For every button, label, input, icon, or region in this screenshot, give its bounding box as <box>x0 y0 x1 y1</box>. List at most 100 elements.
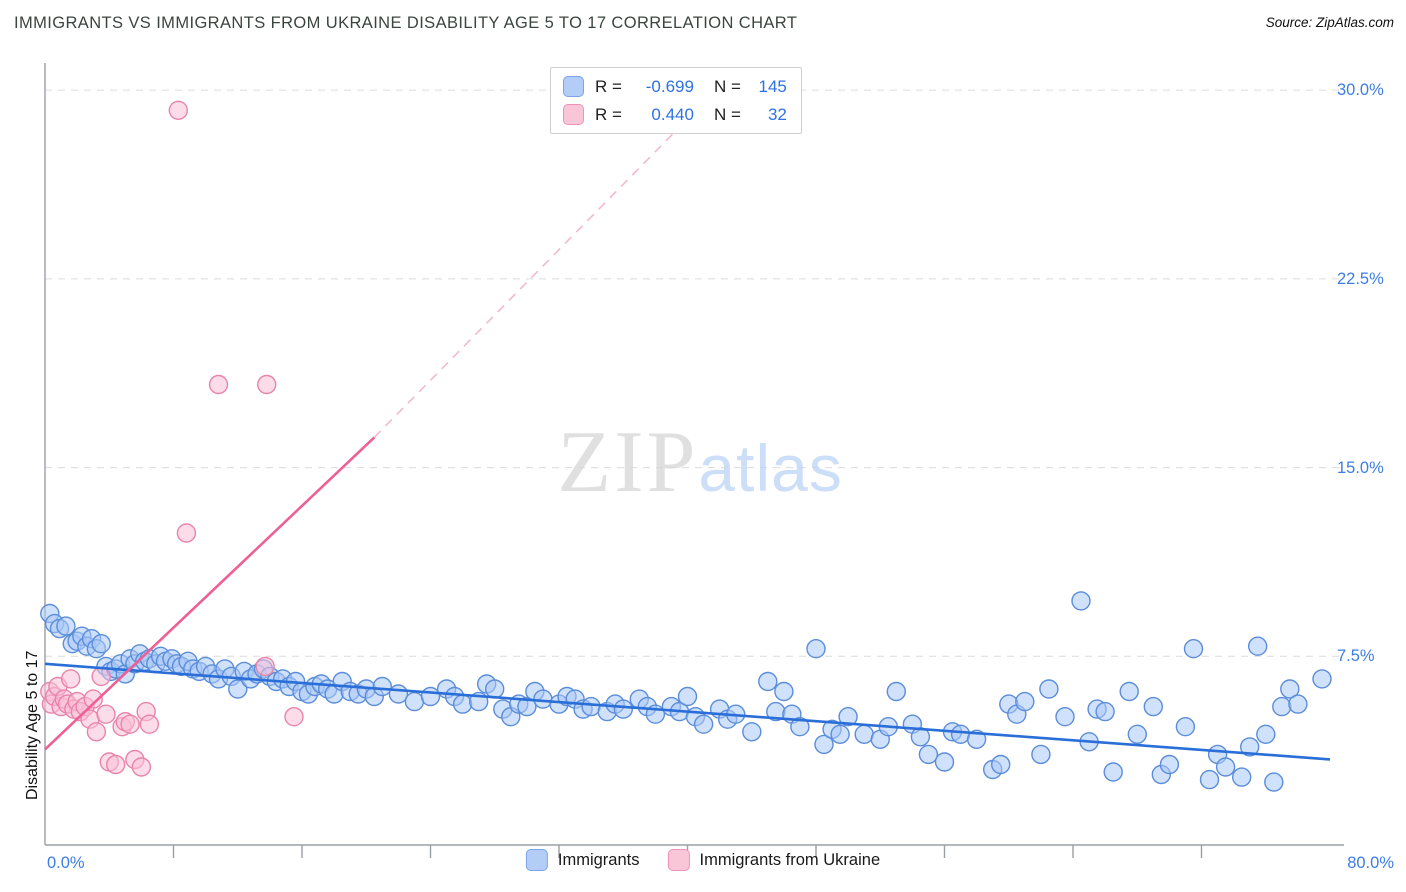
y-tick-label-7-5: 7.5% <box>1337 647 1375 665</box>
data-point <box>1015 691 1035 712</box>
data-point <box>91 634 111 654</box>
data-point <box>991 754 1011 775</box>
data-point <box>854 724 874 744</box>
data-point <box>1143 696 1164 717</box>
series-legend: Immigrants Immigrants from Ukraine <box>525 849 880 871</box>
trend-line <box>44 436 376 751</box>
data-point <box>1215 757 1236 777</box>
y-tick-label-15: 15.0% <box>1337 459 1384 477</box>
data-point <box>255 656 275 677</box>
r-label: R = <box>595 76 622 96</box>
data-point <box>388 684 409 704</box>
data-point <box>60 669 81 689</box>
ukraine-legend-label: Immigrants from Ukraine <box>699 850 881 869</box>
data-point <box>208 374 229 395</box>
data-point <box>1231 767 1252 787</box>
ukraine-swatch <box>563 104 584 125</box>
data-point <box>1103 762 1123 782</box>
data-point <box>83 689 103 709</box>
data-point <box>1159 754 1180 775</box>
data-point <box>228 679 248 699</box>
data-point <box>86 722 107 742</box>
data-point <box>1055 707 1075 727</box>
data-point <box>1031 744 1051 765</box>
r-value-immigrants: -0.699 <box>645 76 694 96</box>
data-point <box>1175 717 1196 737</box>
data-point <box>1239 737 1260 757</box>
data-point <box>168 100 189 121</box>
data-point <box>1039 679 1059 699</box>
data-point <box>774 681 794 702</box>
data-point <box>806 639 826 659</box>
data-point <box>918 744 939 765</box>
data-point <box>533 689 553 709</box>
data-point <box>886 681 906 702</box>
x-axis-min-label: 0.0% <box>47 854 85 872</box>
data-point <box>96 704 116 724</box>
immigrants-swatch <box>563 76 584 97</box>
data-point <box>790 717 810 737</box>
legend-row-ukraine: R = 0.440 N = 32 <box>563 104 787 125</box>
n-value-immigrants: 145 <box>758 76 787 96</box>
y-axis-title: Disability Age 5 to 17 <box>24 650 41 800</box>
data-point <box>677 686 698 707</box>
legend-item-ukraine: Immigrants from Ukraine <box>667 849 880 871</box>
data-point <box>1264 772 1284 792</box>
data-point <box>950 724 971 744</box>
data-point <box>830 724 850 744</box>
page-title: IMMIGRANTS VS IMMIGRANTS FROM UKRAINE DI… <box>14 14 798 32</box>
data-point <box>131 757 152 777</box>
source-attribution: Source: ZipAtlas.com <box>1265 15 1394 30</box>
trend-line <box>44 662 1331 761</box>
data-point <box>420 686 441 707</box>
data-point <box>176 523 197 543</box>
n-value-ukraine: 32 <box>767 104 787 124</box>
data-point <box>120 714 140 734</box>
data-point <box>1199 769 1220 790</box>
y-tick-label-30: 30.0% <box>1337 81 1384 99</box>
data-point <box>1119 681 1139 702</box>
data-point <box>1288 694 1308 714</box>
data-point <box>814 734 834 755</box>
data-point <box>1272 696 1292 717</box>
data-point <box>1095 701 1115 722</box>
data-point <box>91 666 111 687</box>
y-tick-label-22-5: 22.5% <box>1337 270 1384 288</box>
trend-line-extension <box>373 69 737 438</box>
r-label: R = <box>595 104 622 124</box>
n-label: N = <box>713 76 741 96</box>
legend-item-immigrants: Immigrants <box>525 849 640 871</box>
data-point <box>1071 591 1091 611</box>
data-point <box>758 671 778 692</box>
data-point <box>257 374 277 395</box>
data-point <box>838 707 858 727</box>
data-point <box>1127 724 1148 744</box>
data-point <box>56 616 76 636</box>
data-point <box>693 714 714 734</box>
data-point <box>284 707 304 727</box>
data-point <box>452 694 473 714</box>
data-point <box>581 696 601 717</box>
data-point <box>1280 679 1300 699</box>
data-point <box>1247 636 1268 656</box>
data-point <box>966 729 987 749</box>
data-point <box>485 679 505 699</box>
data-point <box>613 699 633 719</box>
data-point <box>934 752 955 772</box>
n-label: N = <box>713 104 741 124</box>
data-point <box>139 714 160 734</box>
data-point <box>517 696 537 717</box>
scatter-series-immigrants-from-ukraine <box>40 100 304 777</box>
data-point <box>404 691 425 712</box>
correlation-stats-legend: R = -0.699 N = 145 R = 0.440 N = 32 <box>550 67 802 134</box>
immigrants-legend-label: Immigrants <box>557 850 640 869</box>
immigrants-legend-swatch <box>525 849 548 871</box>
data-point <box>1312 669 1332 689</box>
data-point <box>372 676 392 697</box>
data-point <box>105 754 126 775</box>
scatter-series-immigrants <box>40 591 1332 792</box>
ukraine-legend-swatch <box>667 849 690 871</box>
r-value-ukraine: 0.440 <box>651 104 694 124</box>
